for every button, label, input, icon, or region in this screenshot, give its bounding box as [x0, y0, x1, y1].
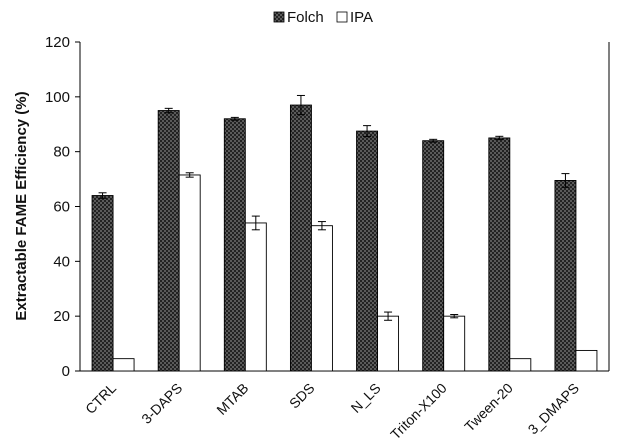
x-tick-label: Tween-20 — [461, 380, 516, 435]
bar-folch-triton-x100 — [422, 140, 445, 372]
error-bar — [495, 135, 504, 141]
x-tick-label: SDS — [286, 380, 318, 412]
error-bar — [230, 116, 239, 121]
bar-folch-n_ls — [356, 130, 379, 372]
y-tick-label: 80 — [53, 144, 70, 161]
legend-label-folch: Folch — [287, 9, 324, 26]
x-ticks: CTRL 3-DAPS MTAB SDS N_LS Triton-X100 Tween-20… — [82, 380, 582, 443]
error-bar — [251, 215, 260, 231]
bar-folch-3-daps — [157, 110, 180, 372]
x-tick-label: 3_DMAPS — [525, 380, 583, 438]
legend: Folch IPA — [273, 9, 373, 26]
bar-ipa-3_dmaps — [575, 349, 598, 372]
bar-folch-sds — [289, 104, 312, 372]
x-tick-label: CTRL — [82, 380, 119, 417]
bar-ipa-3-daps — [178, 174, 201, 372]
x-tick-label: N_LS — [348, 380, 384, 416]
error-bar — [561, 173, 570, 188]
error-bar — [98, 192, 107, 199]
bar-ipa-ctrl — [112, 358, 135, 372]
x-tick-label: 3-DAPS — [138, 380, 185, 427]
legend-swatch-ipa — [336, 11, 348, 23]
error-bar — [363, 125, 372, 138]
error-bar — [384, 311, 393, 321]
bar-ipa-sds — [310, 225, 333, 372]
legend-label-ipa: IPA — [350, 9, 373, 26]
y-tick-label: 100 — [45, 89, 70, 106]
bar-ipa-tween-20 — [509, 358, 532, 372]
y-axis-label: Extractable FAME Efficiency (%) — [13, 91, 30, 320]
bars — [91, 104, 598, 372]
bar-folch-tween-20 — [488, 137, 511, 372]
error-bar — [296, 94, 305, 116]
bar-ipa-triton-x100 — [443, 315, 466, 372]
y-tick-label: 60 — [53, 199, 70, 216]
error-bar — [164, 107, 173, 114]
y-ticks: 0 20 40 60 80 100 120 — [45, 34, 80, 380]
legend-swatch-folch — [273, 11, 285, 23]
x-tick-label: Triton-X100 — [387, 380, 450, 443]
y-tick-label: 120 — [45, 34, 70, 51]
bar-folch-3_dmaps — [554, 180, 577, 372]
y-tick-label: 40 — [53, 253, 70, 270]
bar-ipa-mtab — [244, 222, 267, 372]
bar-ipa-n_ls — [377, 315, 400, 372]
y-tick-label: 0 — [62, 363, 70, 380]
error-bar — [317, 221, 326, 231]
y-tick-label: 20 — [53, 308, 70, 325]
x-tick-label: MTAB — [213, 380, 251, 418]
bar-folch-ctrl — [91, 195, 114, 372]
error-bar — [450, 314, 459, 319]
bar-folch-mtab — [223, 118, 246, 372]
error-bar — [185, 172, 194, 178]
error-bars — [98, 94, 570, 321]
error-bar — [429, 138, 438, 143]
